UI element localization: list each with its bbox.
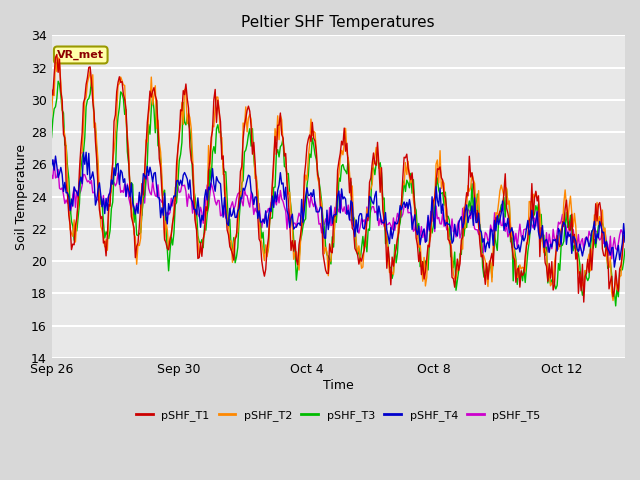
pSHF_T4 <box>491 217 499 223</box>
pSHF_T2 <box>47 112 55 118</box>
pSHF_T3 <box>93 151 100 157</box>
pSHF_T4 <box>575 249 582 254</box>
pSHF_T3 <box>47 134 55 140</box>
pSHF_T4 <box>503 223 511 229</box>
pSHF_T3 <box>575 252 582 257</box>
pSHF_T2 <box>609 298 617 303</box>
pSHF_T5 <box>93 196 100 202</box>
pSHF_T1 <box>53 51 61 57</box>
pSHF_T4 <box>381 210 389 216</box>
Text: VR_met: VR_met <box>57 50 104 60</box>
X-axis label: Time: Time <box>323 379 354 392</box>
pSHF_T1 <box>381 229 389 235</box>
pSHF_T1 <box>47 86 55 92</box>
pSHF_T3 <box>381 241 389 247</box>
Line: pSHF_T4: pSHF_T4 <box>51 152 625 267</box>
pSHF_T4 <box>93 197 100 203</box>
pSHF_T2 <box>491 236 499 242</box>
Title: Peltier SHF Temperatures: Peltier SHF Temperatures <box>241 15 435 30</box>
Legend: pSHF_T1, pSHF_T2, pSHF_T3, pSHF_T4, pSHF_T5: pSHF_T1, pSHF_T2, pSHF_T3, pSHF_T4, pSHF… <box>131 406 545 425</box>
pSHF_T2 <box>503 185 511 191</box>
pSHF_T3 <box>88 77 95 83</box>
Line: pSHF_T5: pSHF_T5 <box>51 160 625 259</box>
pSHF_T3 <box>491 231 499 237</box>
pSHF_T1 <box>575 290 582 296</box>
pSHF_T4 <box>611 264 618 270</box>
pSHF_T2 <box>447 238 454 244</box>
pSHF_T1 <box>503 205 511 211</box>
pSHF_T2 <box>381 216 389 222</box>
pSHF_T5 <box>621 234 629 240</box>
Line: pSHF_T2: pSHF_T2 <box>51 58 625 300</box>
Line: pSHF_T3: pSHF_T3 <box>51 80 625 306</box>
pSHF_T1 <box>447 243 454 249</box>
pSHF_T4 <box>47 163 55 169</box>
pSHF_T3 <box>447 253 454 259</box>
pSHF_T2 <box>575 269 582 275</box>
pSHF_T5 <box>492 222 500 228</box>
pSHF_T5 <box>479 256 486 262</box>
pSHF_T4 <box>621 239 629 245</box>
pSHF_T5 <box>51 157 58 163</box>
pSHF_T4 <box>447 225 454 230</box>
Line: pSHF_T1: pSHF_T1 <box>51 54 625 302</box>
pSHF_T2 <box>93 141 100 146</box>
pSHF_T1 <box>580 299 588 305</box>
pSHF_T5 <box>576 248 584 253</box>
pSHF_T2 <box>52 55 60 60</box>
pSHF_T1 <box>621 232 629 238</box>
pSHF_T1 <box>93 157 100 163</box>
pSHF_T3 <box>503 186 511 192</box>
Y-axis label: Soil Temperature: Soil Temperature <box>15 144 28 250</box>
pSHF_T5 <box>504 234 512 240</box>
pSHF_T5 <box>47 172 55 178</box>
pSHF_T5 <box>447 229 454 235</box>
pSHF_T3 <box>621 246 629 252</box>
pSHF_T1 <box>491 228 499 234</box>
pSHF_T5 <box>381 218 389 224</box>
pSHF_T2 <box>621 237 629 242</box>
pSHF_T3 <box>612 303 620 309</box>
pSHF_T4 <box>83 149 90 155</box>
